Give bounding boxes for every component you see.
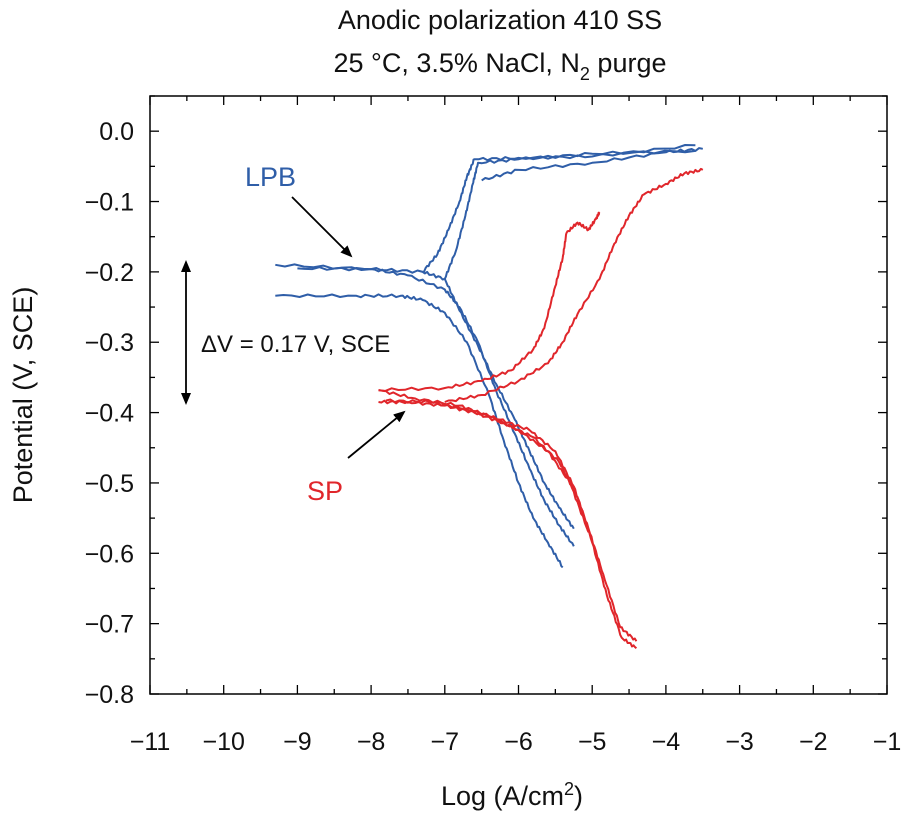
y-tick-label: −0.7 <box>85 611 134 639</box>
x-axis-tick-labels: −11 −10 −9 −8 −7 −6 −5 −4 −3 −2 −1 <box>130 728 902 756</box>
y-tick-label: 0.0 <box>99 118 134 146</box>
series-layer <box>275 144 704 650</box>
chart-subtitle: 25 °C, 3.5% NaCl, N2 purge <box>334 48 667 84</box>
x-tick-label: −8 <box>357 728 386 756</box>
x-axis-ticks <box>149 96 888 694</box>
x-tick-label: −3 <box>725 728 754 756</box>
x-tick-label: −11 <box>130 728 171 756</box>
lpb-arrow <box>291 196 353 258</box>
x-tick-label: −1 <box>873 728 902 756</box>
sp-curve <box>378 399 638 650</box>
sp-arrow <box>347 410 406 459</box>
y-tick-label: −0.1 <box>85 189 134 217</box>
y-tick-label: −0.5 <box>85 470 134 498</box>
x-tick-label: −4 <box>652 728 681 756</box>
lpb-curve <box>422 144 696 273</box>
lpb-curve <box>297 266 575 530</box>
x-tick-label: −7 <box>431 728 460 756</box>
lpb-curve <box>481 147 703 182</box>
y-tick-label: −0.4 <box>85 400 134 428</box>
y-axis-ticks <box>150 95 887 695</box>
x-tick-label: −2 <box>799 728 828 756</box>
sp-curve <box>444 167 704 403</box>
x-tick-label: −10 <box>202 728 244 756</box>
x-tick-label: −5 <box>578 728 607 756</box>
x-tick-label: −6 <box>504 728 533 756</box>
x-axis-label: Log (A/cm2) <box>441 779 583 811</box>
lpb-curve <box>275 293 564 569</box>
y-tick-label: −0.2 <box>85 259 134 287</box>
chart-title-group: Anodic polarization 410 SS 25 °C, 3.5% N… <box>334 5 667 84</box>
chart-title: Anodic polarization 410 SS <box>338 5 662 35</box>
y-tick-label: −0.6 <box>85 540 134 568</box>
sp-curve <box>378 389 590 533</box>
sp-curve <box>378 211 601 393</box>
y-axis-tick-labels: 0.0 −0.1 −0.2 −0.3 −0.4 −0.5 −0.6 −0.7 −0.8 <box>85 118 134 709</box>
y-tick-label: −0.8 <box>85 681 134 709</box>
y-axis-label: Potential (V, SCE) <box>8 287 38 504</box>
delta-v-label: ΔV = 0.17 V, SCE <box>201 331 390 358</box>
lpb-curve <box>443 149 696 280</box>
sp-label: SP <box>307 476 343 506</box>
sp-curve <box>385 398 638 642</box>
y-tick-label: −0.3 <box>85 329 134 357</box>
lpb-label: LPB <box>245 162 296 192</box>
x-tick-label: −9 <box>283 728 312 756</box>
lpb-curve <box>275 263 575 547</box>
